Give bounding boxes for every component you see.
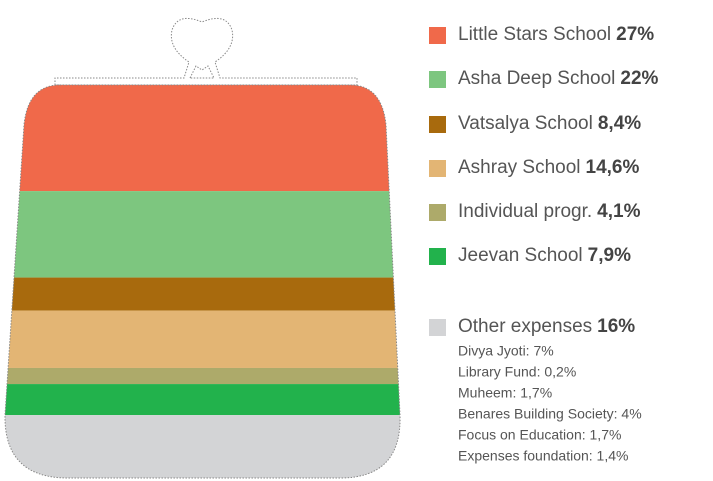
detail-label: Expenses foundation: 1,4% [458, 448, 628, 464]
bar-segment [0, 85, 420, 191]
purse-body [0, 85, 420, 478]
bar-segment [0, 278, 420, 311]
detail-label: Library Fund: 0,2% [458, 364, 576, 380]
detail-label: Focus on Education: 1,7% [458, 427, 621, 443]
chart: Little Stars School27% Asha Deep School22… [0, 0, 713, 481]
legend-name: Other expenses [458, 316, 592, 337]
legend-swatch [429, 71, 446, 88]
bar-segment [0, 368, 420, 384]
bar-segment [0, 191, 420, 277]
legend-value: 16% [597, 316, 635, 337]
legend-value: 4,1% [597, 201, 640, 222]
legend-value: 22% [620, 68, 658, 89]
legend-name: Ashray School [458, 157, 581, 178]
legend-name: Little Stars School [458, 24, 611, 45]
legend-name: Jeevan School [458, 245, 583, 266]
detail-label: Benares Building Society: 4% [458, 406, 642, 422]
bar-segment [0, 415, 420, 478]
bar-segment [0, 384, 420, 415]
legend-label: Individual progr.4,1% [458, 201, 641, 222]
detail-label: Muheem: 1,7% [458, 385, 552, 401]
bar-segment [0, 311, 420, 368]
legend-value: 27% [616, 24, 654, 45]
legend-swatch [429, 27, 446, 44]
legend-value: 7,9% [588, 245, 631, 266]
purse-clasp [55, 18, 357, 85]
legend-swatch [429, 204, 446, 221]
legend-swatch [429, 319, 446, 336]
detail-label: Divya Jyoti: 7% [458, 343, 554, 359]
legend-swatch [429, 116, 446, 133]
legend-value: 8,4% [598, 113, 641, 134]
legend-name: Asha Deep School [458, 68, 615, 89]
legend-name: Individual progr. [458, 201, 592, 222]
legend-swatch [429, 248, 446, 265]
legend-swatch [429, 160, 446, 177]
legend-name: Vatsalya School [458, 113, 593, 134]
legend-value: 14,6% [586, 157, 640, 178]
